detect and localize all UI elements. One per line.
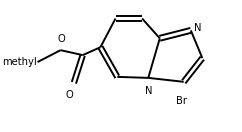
Text: methyl: methyl (2, 57, 37, 67)
Text: Br: Br (176, 96, 188, 106)
Text: N: N (145, 86, 153, 96)
Text: O: O (58, 34, 65, 44)
Text: N: N (194, 23, 202, 33)
Text: O: O (66, 90, 73, 100)
